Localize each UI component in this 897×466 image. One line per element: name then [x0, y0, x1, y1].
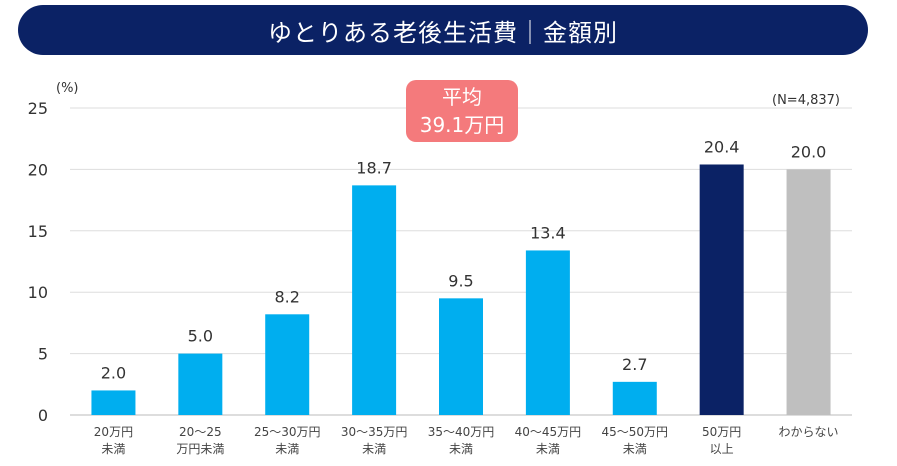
x-tick-label: 30～35万円: [341, 425, 408, 439]
data-label: 2.0: [101, 363, 126, 382]
y-tick-label: 20: [28, 160, 48, 179]
bar: [525, 250, 570, 415]
x-tick-label: 25～30万円: [254, 425, 321, 439]
x-tick-label: 以上: [710, 442, 734, 456]
bar: [91, 390, 136, 415]
x-tick-label: わからない: [779, 425, 839, 439]
average-value: 39.1万円: [419, 113, 505, 137]
x-tick-label: 未満: [449, 442, 473, 456]
bar: [352, 185, 397, 415]
y-tick-label: 25: [28, 99, 48, 118]
x-tick-label: 50万円: [702, 425, 741, 439]
y-tick-label: 5: [38, 345, 48, 364]
data-label: 18.7: [356, 158, 392, 177]
data-label: 20.0: [791, 142, 827, 161]
x-tick-label: 20万円: [94, 425, 133, 439]
x-tick-label: 40～45万円: [515, 425, 582, 439]
bar: [178, 353, 223, 415]
y-axis-label: (%): [56, 81, 79, 96]
x-tick-label: 45～50万円: [602, 425, 669, 439]
data-label: 20.4: [704, 137, 740, 156]
y-tick-label: 10: [28, 283, 48, 302]
data-label: 8.2: [274, 287, 299, 306]
average-label: 平均: [442, 85, 482, 109]
x-tick-label: 35～40万円: [428, 425, 495, 439]
data-label: 13.4: [530, 223, 566, 242]
bar: [265, 314, 310, 415]
bar: [786, 169, 831, 415]
y-tick-label: 0: [38, 406, 48, 425]
data-label: 9.5: [448, 271, 473, 290]
x-tick-label: 未満: [101, 442, 125, 456]
y-tick-label: 15: [28, 222, 48, 241]
data-label: 2.7: [622, 355, 647, 374]
x-tick-label: 20～25: [179, 425, 222, 439]
x-tick-label: 未満: [623, 442, 647, 456]
x-tick-label: 万円未満: [176, 442, 224, 456]
x-tick-label: 未満: [536, 442, 560, 456]
bar: [699, 164, 744, 415]
sample-size-note: (N=4,837): [772, 93, 840, 108]
average-annotation: 平均 39.1万円: [406, 80, 518, 142]
bar: [612, 381, 657, 415]
bar: [439, 298, 483, 415]
x-tick-label: 未満: [275, 442, 299, 456]
x-tick-label: 未満: [362, 442, 386, 456]
data-label: 5.0: [188, 327, 213, 346]
chart-title: ゆとりある老後生活費｜金額別: [18, 5, 868, 55]
